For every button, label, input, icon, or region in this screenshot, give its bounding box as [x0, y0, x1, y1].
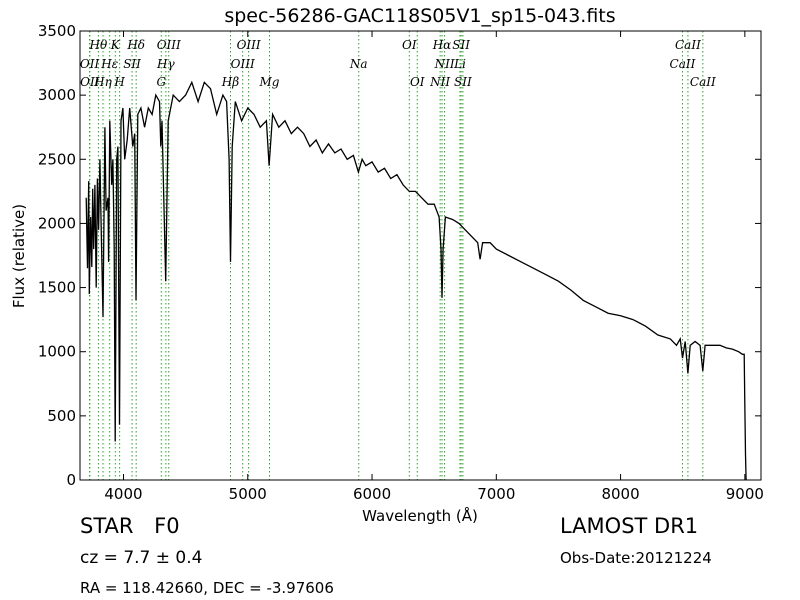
marker-label-5: OI	[402, 38, 417, 52]
x-tick-label-3: 7000	[477, 485, 515, 503]
y-tick-label-0: 0	[66, 471, 76, 489]
spectrum-line	[85, 80, 747, 481]
y-tick-label-6: 3000	[38, 86, 76, 104]
spectral-line-markers	[89, 31, 704, 480]
marker-label-17: CaII	[670, 57, 696, 71]
survey-label: LAMOST DR1	[560, 514, 699, 538]
marker-label-10: Hε	[100, 57, 118, 71]
marker-label-14: Na	[349, 57, 368, 71]
marker-label-19: Hη	[93, 75, 112, 89]
redshift-text: cz = 7.7 ± 0.4	[80, 548, 203, 568]
y-tick-label-7: 3500	[38, 22, 76, 40]
marker-label-15: NII	[434, 57, 455, 71]
x-tick-label-4: 8000	[601, 485, 639, 503]
y-tick-label-2: 1000	[38, 343, 76, 361]
marker-label-0: Hθ	[89, 38, 108, 52]
y-tick-label-1: 500	[47, 407, 76, 425]
marker-label-18: OII	[80, 75, 100, 89]
y-tick-label-3: 1500	[38, 279, 76, 297]
plot-frame	[79, 30, 762, 481]
marker-label-6: Hα	[432, 38, 452, 52]
x-tick-label-5: 9000	[726, 485, 764, 503]
x-axis-label: Wavelength (Å)	[362, 506, 478, 525]
marker-label-20: H	[113, 75, 125, 89]
marker-label-13: OIII	[231, 57, 255, 71]
marker-label-24: OI	[410, 75, 425, 89]
y-tick-label-5: 2500	[38, 150, 76, 168]
chart-title: spec-56286-GAC118S05V1_sp15-043.fits	[224, 5, 615, 27]
obs-date: Obs-Date:20121224	[560, 549, 712, 567]
marker-label-21: G	[156, 75, 166, 89]
marker-label-11: SII	[123, 57, 141, 71]
marker-label-3: OIII	[157, 38, 181, 52]
y-axis-label: Flux (relative)	[10, 204, 28, 308]
x-tick-label-1: 5000	[229, 485, 267, 503]
marker-label-16: Li	[453, 57, 466, 71]
x-tick-label-2: 6000	[353, 485, 391, 503]
object-subclass: F0	[154, 514, 180, 538]
x-axis: 4000 5000 6000 7000 8000 9000	[104, 31, 764, 503]
marker-label-22: Hβ	[221, 75, 239, 89]
marker-label-26: SII	[454, 75, 472, 89]
marker-label-12: Hγ	[156, 57, 175, 71]
marker-label-8: CaII	[675, 38, 701, 52]
y-axis: 0 500 1000 1500 2000 2500 3000 3500	[38, 22, 761, 489]
marker-label-1: K	[110, 38, 121, 52]
object-class-label: STAR	[80, 514, 134, 538]
marker-label-27: CaII	[690, 75, 716, 89]
marker-label-4: OIII	[237, 38, 261, 52]
marker-label-23: Mg	[259, 75, 280, 89]
y-tick-label-4: 2000	[38, 214, 76, 232]
marker-label-25: NII	[429, 75, 450, 89]
marker-label-9: OII	[80, 57, 100, 71]
marker-label-2: Hδ	[126, 38, 145, 52]
object-class: STAR F0	[80, 514, 180, 538]
coordinates-text: RA = 118.42660, DEC = -3.97606	[80, 579, 334, 597]
x-tick-label-0: 4000	[104, 485, 142, 503]
marker-label-7: SII	[452, 38, 470, 52]
